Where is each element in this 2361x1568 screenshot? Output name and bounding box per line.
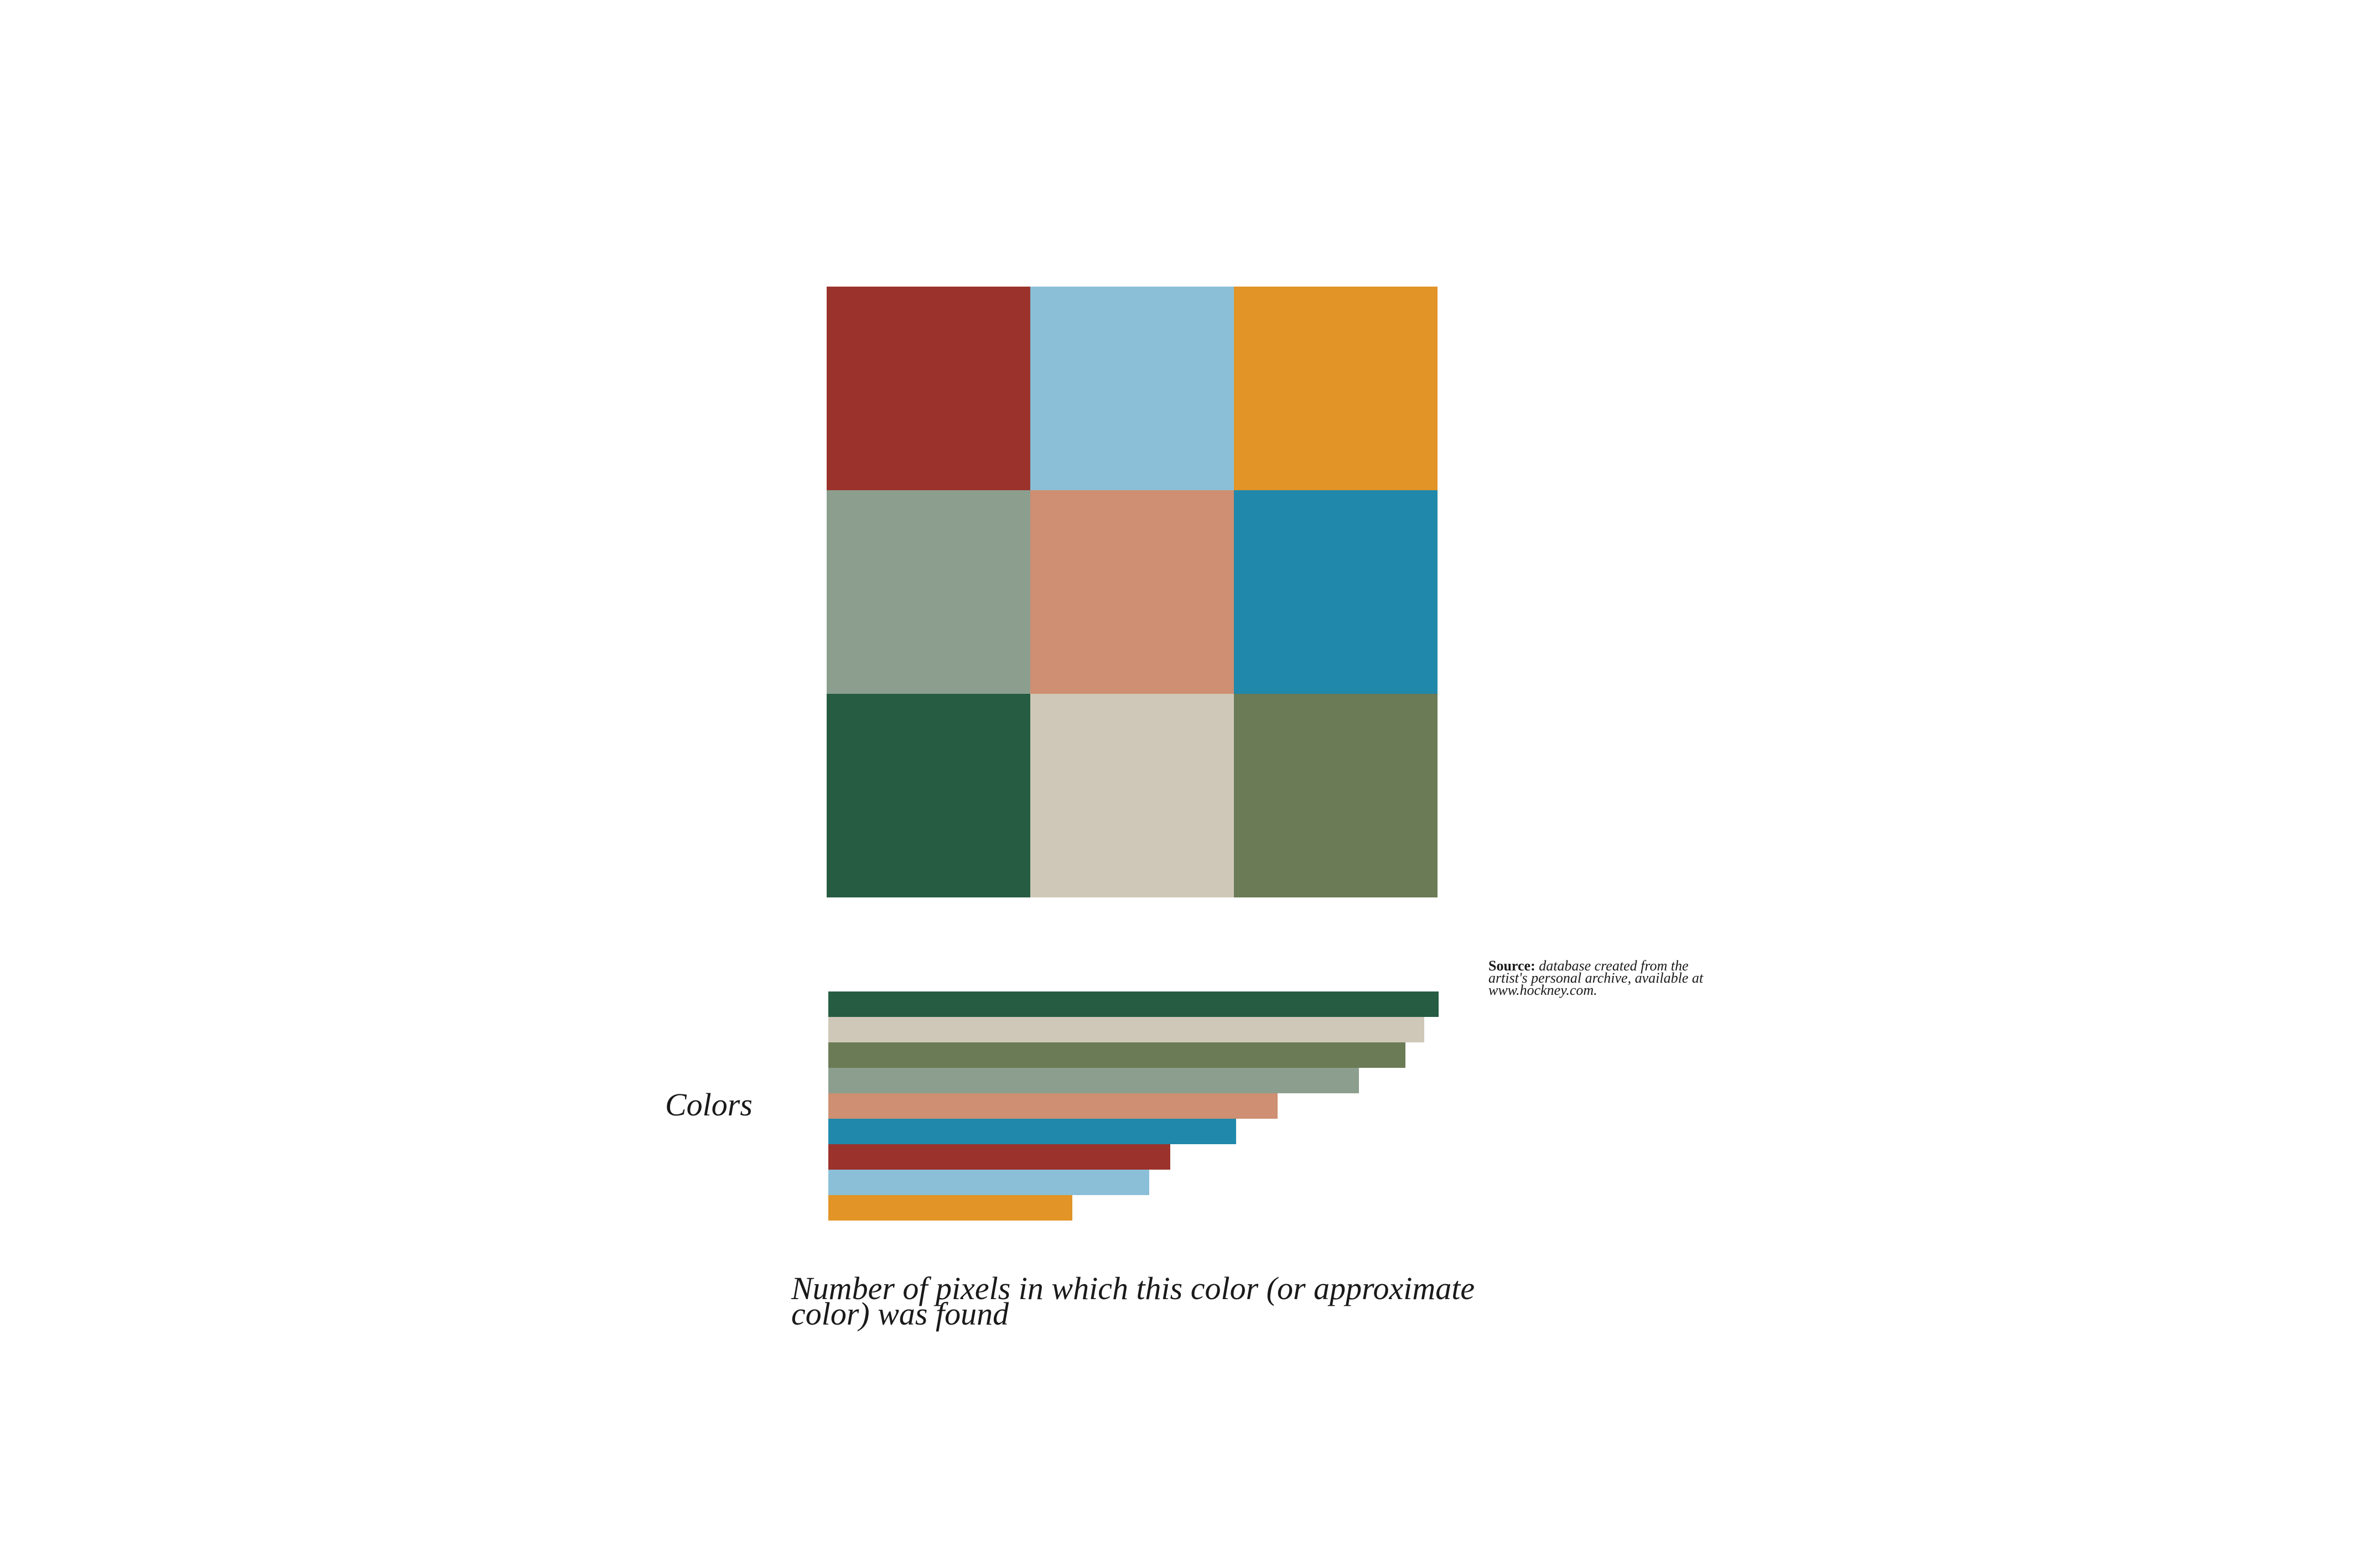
color-bar	[828, 1170, 1149, 1195]
color-bar	[828, 991, 1439, 1017]
color-bar	[828, 1017, 1424, 1042]
color-palette-grid	[827, 287, 1438, 897]
palette-swatch	[827, 490, 1030, 694]
source-note: Source: database created from the artist…	[1488, 958, 1721, 999]
color-bar	[828, 1068, 1359, 1093]
palette-swatch	[1234, 287, 1438, 490]
palette-swatch	[827, 287, 1030, 490]
palette-swatch	[1030, 694, 1234, 897]
palette-swatch	[827, 694, 1030, 897]
palette-swatch	[1234, 694, 1438, 897]
color-bar	[828, 1144, 1170, 1170]
y-axis-label: Colors	[665, 1087, 753, 1123]
color-bar	[828, 1195, 1072, 1221]
x-axis-label: Number of pixels in which this color (or…	[791, 1270, 1475, 1332]
palette-swatch	[1030, 287, 1234, 490]
palette-swatch	[1030, 490, 1234, 694]
color-bar	[828, 1119, 1236, 1144]
palette-swatch	[1234, 490, 1438, 694]
color-frequency-bar-chart	[828, 991, 1439, 1224]
source-text: database created from the artist's perso…	[1488, 958, 1704, 999]
color-bar	[828, 1042, 1405, 1068]
source-label: Source:	[1488, 958, 1535, 974]
color-bar	[828, 1093, 1278, 1119]
